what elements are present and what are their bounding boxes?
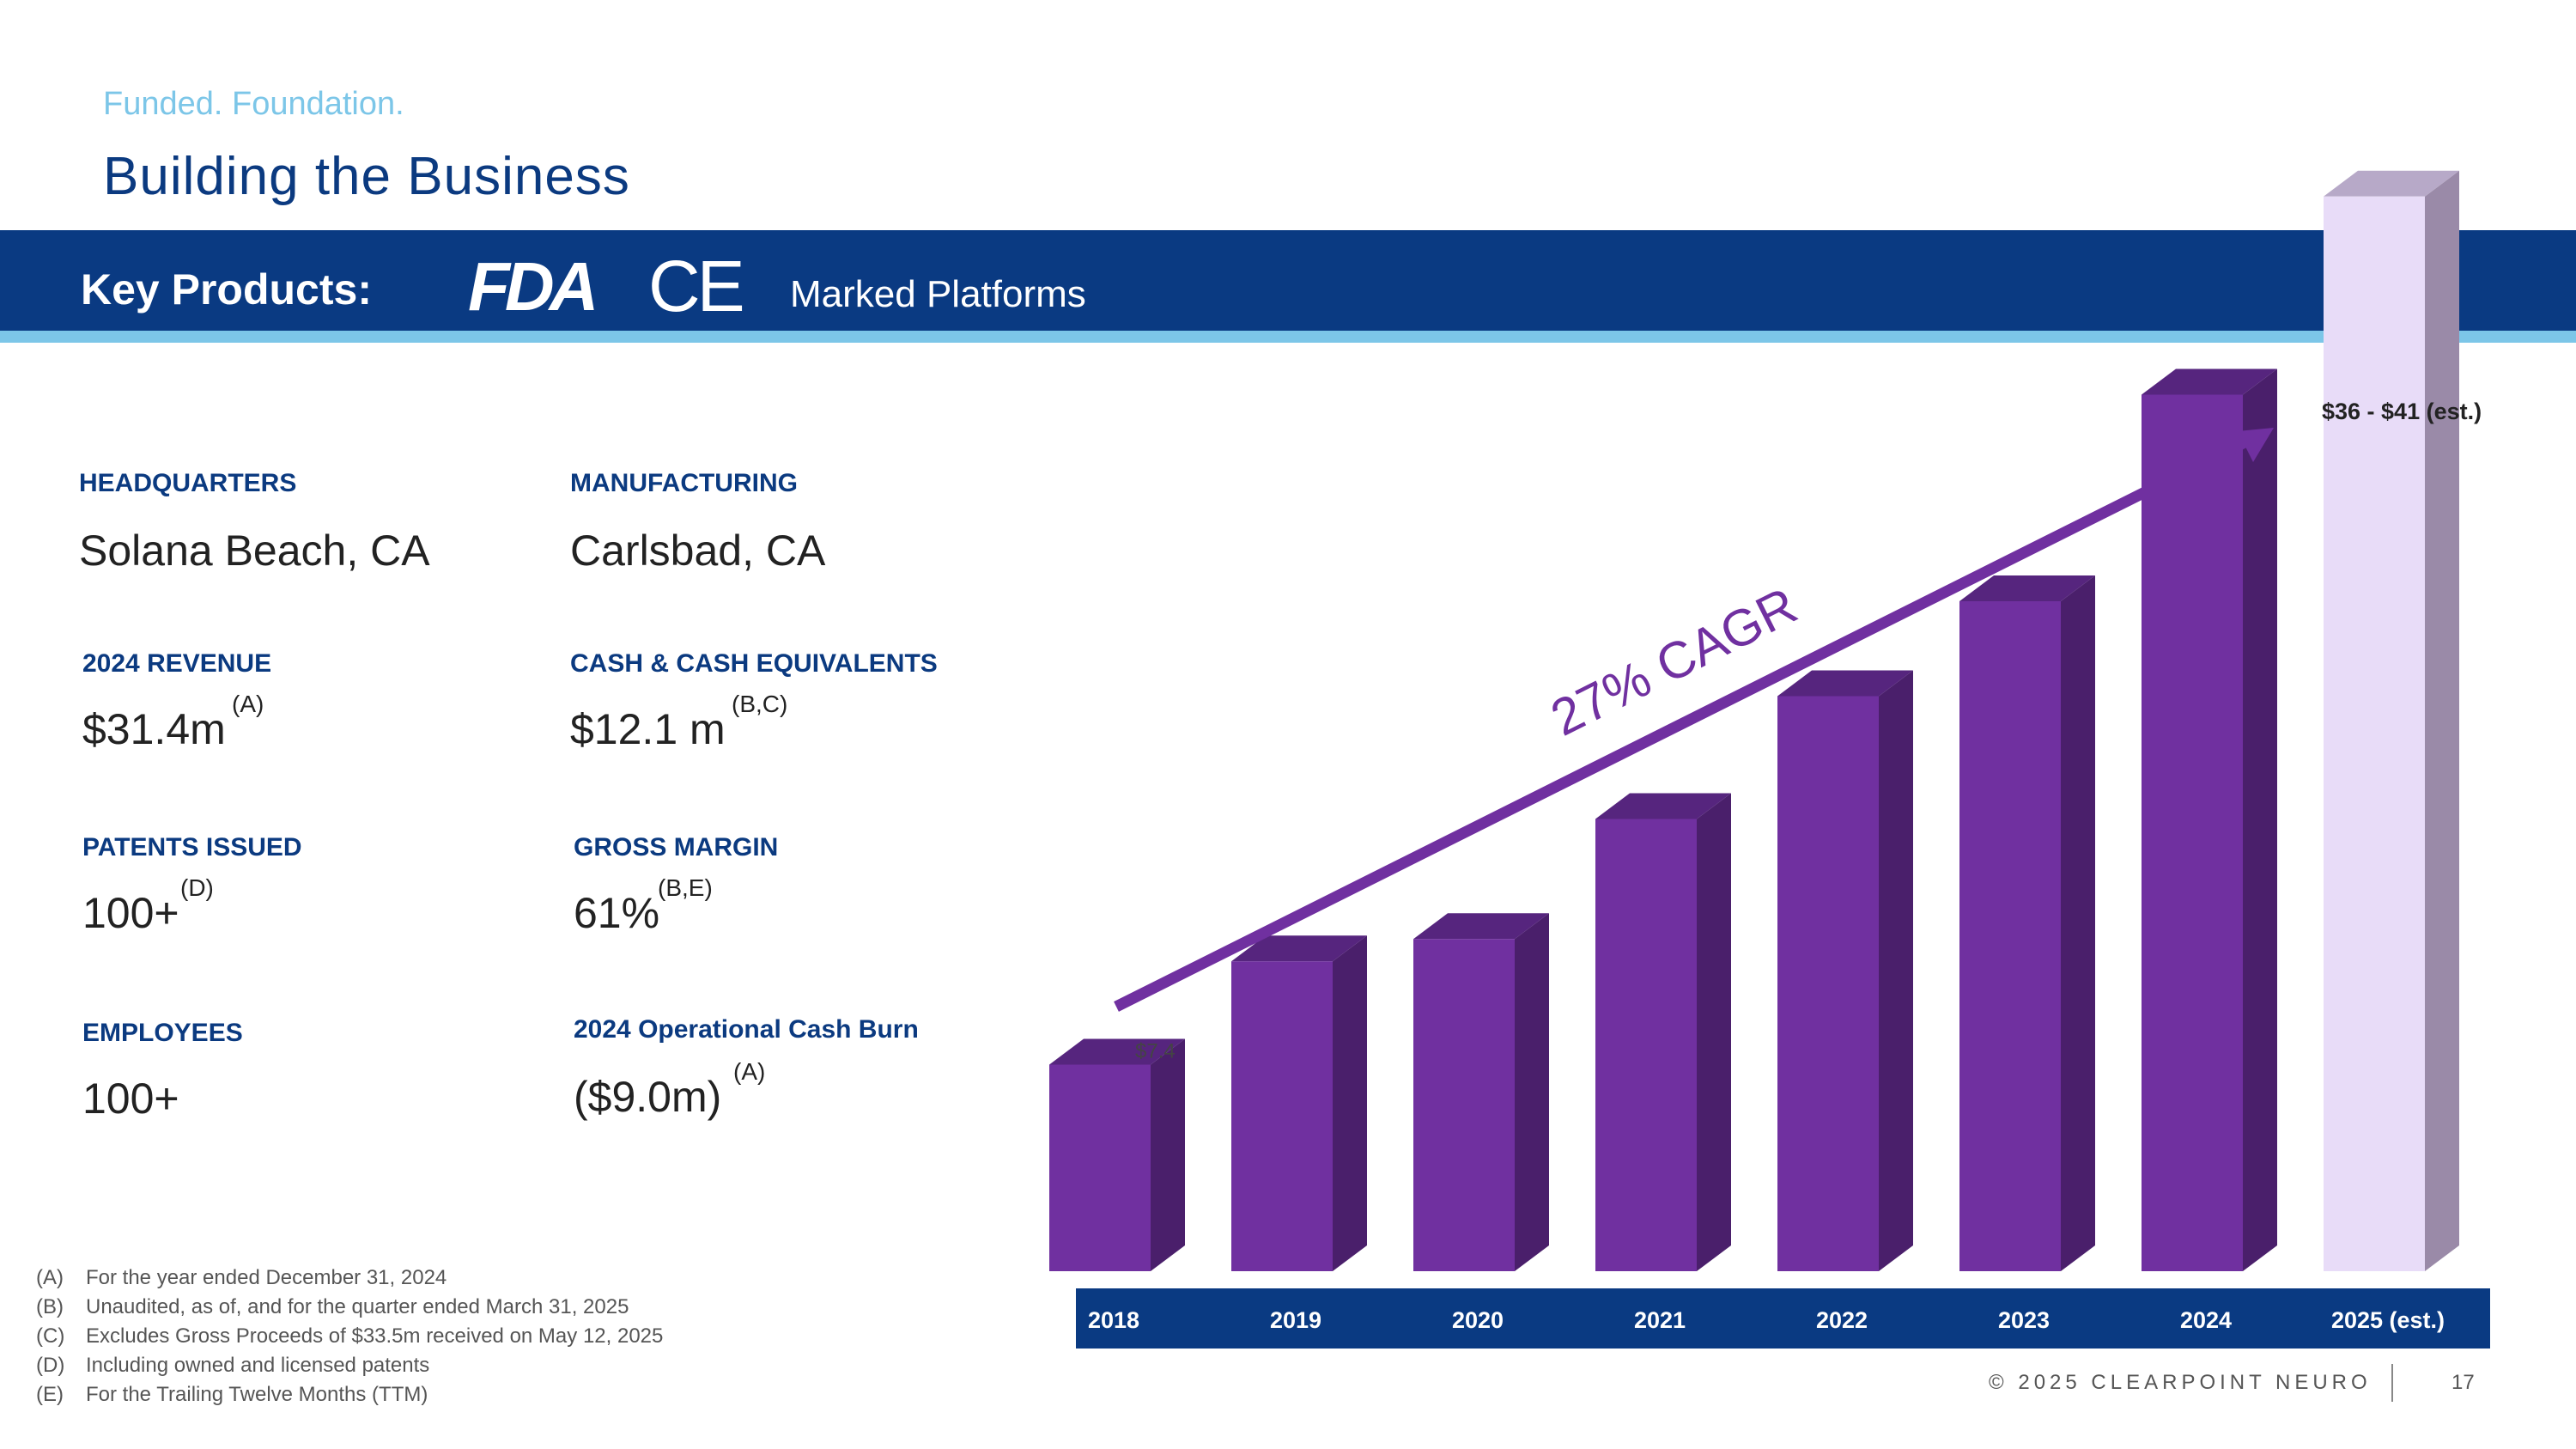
bar-side-2023: [2061, 575, 2095, 1271]
revenue-footnote-ref: (A): [232, 691, 264, 717]
patents-value: 100+: [82, 889, 179, 937]
x-tick-label: 2025 (est.): [2331, 1307, 2445, 1333]
bar-2019: [1231, 961, 1333, 1271]
bar-2022: [1777, 696, 1879, 1271]
bar-top-2024: [2142, 368, 2277, 395]
gross-margin-value: 61%: [574, 889, 660, 937]
x-tick-label: 2019: [1270, 1307, 1321, 1333]
ce-mark-logo: CE: [648, 246, 745, 326]
footnote-a: (A) For the year ended December 31, 2024: [36, 1266, 447, 1289]
x-tick-label: 2018: [1088, 1307, 1139, 1333]
x-axis-band: [1076, 1288, 2490, 1349]
bar-2025 (est.): [2324, 196, 2425, 1271]
fda-logo: FDA: [468, 248, 598, 325]
manufacturing-value: Carlsbad, CA: [570, 527, 826, 575]
patents-label: PATENTS ISSUED: [82, 833, 302, 861]
bar-side-2024: [2243, 368, 2277, 1271]
bar-side-2019: [1333, 935, 1367, 1271]
slide-title: Building the Business: [103, 147, 630, 206]
bar-side-2020: [1515, 913, 1549, 1271]
cagr-label: 27% CAGR: [1542, 576, 1806, 747]
x-tick-label: 2022: [1816, 1307, 1868, 1333]
bar-2021: [1595, 819, 1697, 1271]
key-products-label: Key Products:: [81, 265, 372, 314]
footnote-d: (D) Including owned and licensed patents: [36, 1354, 430, 1377]
footer-divider: [2391, 1364, 2393, 1402]
x-tick-label: 2021: [1634, 1307, 1686, 1333]
employees-value: 100+: [82, 1075, 179, 1123]
cagr-trend-line: [1114, 431, 2259, 1012]
x-tick-label: 2023: [1998, 1307, 2050, 1333]
footnote-b: (B) Unaudited, as of, and for the quarter…: [36, 1295, 629, 1318]
x-tick-label: 2024: [2180, 1307, 2232, 1333]
bar-2023: [1959, 601, 2061, 1271]
data-label-2025-est: $36 - $41 (est.): [2322, 399, 2482, 424]
cash-label: CASH & CASH EQUIVALENTS: [570, 649, 938, 678]
bar-top-2019: [1231, 935, 1367, 962]
bar-top-2020: [1413, 913, 1549, 940]
bar-side-2025 (est.): [2425, 170, 2459, 1271]
cash-value: $12.1 m: [570, 705, 726, 753]
data-label-2018: $7.4: [1135, 1040, 1176, 1063]
manufacturing-label: MANUFACTURING: [570, 469, 798, 497]
copyright: © 2025 CLEARPOINT NEURO: [1989, 1371, 2372, 1394]
bar-side-2018: [1151, 1038, 1185, 1271]
bar-top-2021: [1595, 793, 1731, 819]
headquarters-label: HEADQUARTERS: [79, 469, 297, 497]
footnote-c: (C) Excludes Gross Proceeds of $33.5m rec…: [36, 1324, 664, 1348]
gross-margin-footnote-ref: (B,E): [658, 874, 713, 901]
bar-2018: [1049, 1064, 1151, 1271]
bar-2024: [2142, 394, 2243, 1271]
bar-2020: [1413, 939, 1515, 1271]
bar-side-2022: [1879, 670, 1913, 1271]
cash-burn-footnote-ref: (A): [733, 1058, 766, 1085]
revenue-label: 2024 REVENUE: [82, 649, 272, 678]
slide-eyebrow: Funded. Foundation.: [103, 86, 404, 122]
patents-footnote-ref: (D): [180, 874, 214, 901]
bar-side-2021: [1697, 793, 1731, 1271]
key-products-band: [0, 230, 2576, 331]
headquarters-value: Solana Beach, CA: [79, 527, 430, 575]
cash-footnote-ref: (B,C): [732, 691, 788, 717]
bar-top-2022: [1777, 670, 1913, 697]
x-tick-label: 2020: [1452, 1307, 1504, 1333]
band-stripe: [0, 331, 2576, 343]
cash-burn-label: 2024 Operational Cash Burn: [574, 1015, 919, 1044]
gross-margin-label: GROSS MARGIN: [574, 833, 779, 861]
cash-burn-value: ($9.0m): [574, 1073, 722, 1121]
bar-top-2025 (est.): [2324, 170, 2459, 197]
revenue-value: $31.4m: [82, 705, 226, 753]
employees-label: EMPLOYEES: [82, 1019, 243, 1047]
bar-top-2018: [1049, 1038, 1185, 1065]
bar-top-2023: [1959, 575, 2095, 601]
page-number: 17: [2451, 1371, 2475, 1394]
marked-platforms-label: Marked Platforms: [790, 273, 1086, 315]
footnote-e: (E) For the Trailing Twelve Months (TTM): [36, 1383, 428, 1406]
cagr-arrowhead: [2238, 428, 2274, 462]
